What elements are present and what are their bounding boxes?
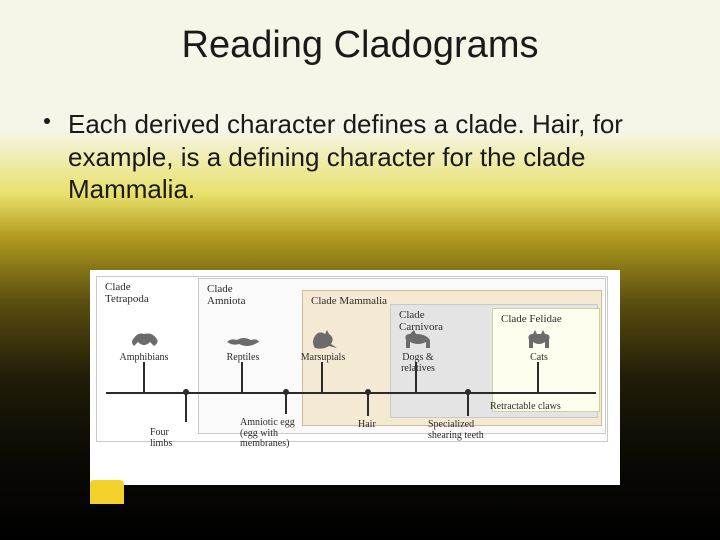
bullet-marker [44,118,50,124]
slide-accent [90,480,124,504]
trait-amniotic-egg: Amniotic egg(egg withmembranes) [240,418,295,450]
cat-icon [521,328,557,350]
kangaroo-icon [305,328,341,350]
panel-label: Clade Mammalia [311,295,387,307]
trait-leader [285,394,287,414]
trait-leader [467,394,469,416]
bullet-item: Each derived character defines a clade. … [44,108,680,206]
panel-label: CladeTetrapoda [105,281,149,305]
cladogram-diagram: CladeTetrapoda CladeAmniota Clade Mammal… [90,270,620,485]
taxon-amphibians: Amphibians [114,328,174,363]
slide-title: Reading Cladograms [0,24,720,67]
taxon-reptiles: Reptiles [216,328,270,363]
taxon-label: Reptiles [227,352,260,363]
lizard-icon [225,328,261,350]
trait-leader [367,394,369,416]
taxon-dogs: Dogs &relatives [390,328,446,374]
panel-label: Clade Felidae [501,313,562,325]
taxon-cats: Cats [516,328,562,363]
trait-retractable-claws: Retractable claws [490,402,561,413]
taxon-marsupials: Marsupials [294,328,352,363]
branch [321,362,323,392]
taxon-label: Dogs &relatives [401,352,435,374]
cladogram-axis [106,392,596,394]
trait-shearing-teeth: Specializedshearing teeth [428,420,484,441]
branch [143,362,145,392]
frog-icon [126,328,162,350]
trait-leader [185,394,187,422]
bullet-text: Each derived character defines a clade. … [68,108,680,206]
taxon-label: Amphibians [120,352,169,363]
trait-hair: Hair [358,420,376,431]
panel-label: CladeAmniota [207,283,246,307]
trait-four-limbs: Fourlimbs [150,428,172,449]
branch [537,362,539,392]
branch [241,362,243,392]
taxon-label: Cats [530,352,548,363]
slide: Reading Cladograms Each derived characte… [0,0,720,540]
taxon-label: Marsupials [301,352,345,363]
dog-icon [400,328,436,350]
